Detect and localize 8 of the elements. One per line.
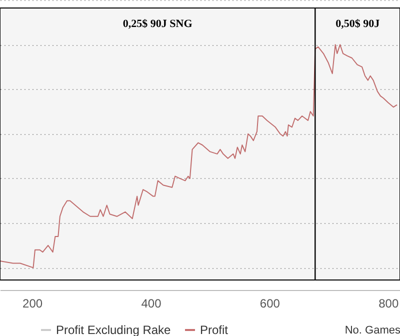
- x-tick-label: 400: [141, 296, 162, 310]
- band-label: 0,25$ 90J SNG: [122, 18, 193, 30]
- x-tick-label: 200: [22, 296, 43, 310]
- x-tick-label: 800: [378, 296, 399, 310]
- legend-label: Profit: [200, 323, 229, 336]
- x-axis-title: No. Games: [344, 324, 400, 336]
- x-tick-label: 600: [260, 296, 280, 310]
- band-label: 0,50$ 90J: [336, 18, 380, 30]
